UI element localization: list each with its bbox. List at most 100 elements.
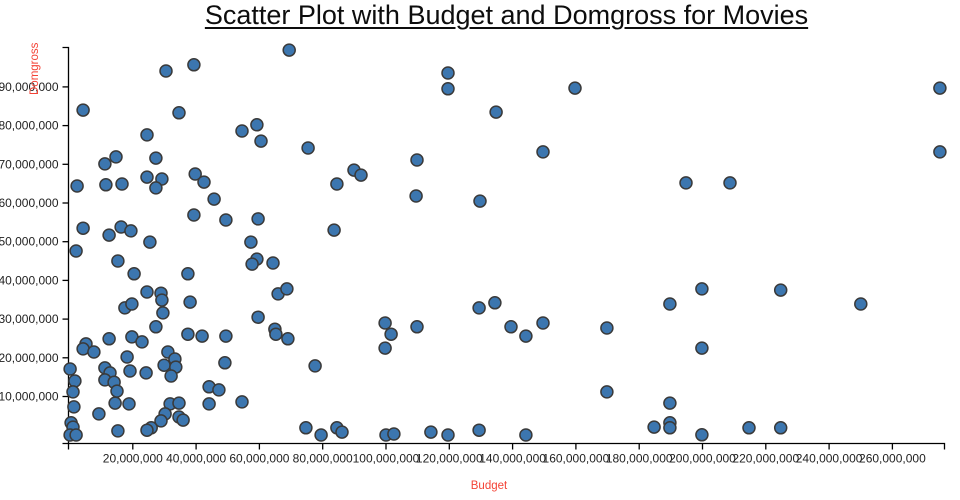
x-tick-label: 180,000,000: [606, 452, 673, 466]
data-point: [335, 425, 349, 439]
data-point: [695, 428, 709, 442]
data-point: [314, 428, 328, 442]
data-point: [197, 175, 211, 189]
data-point: [354, 168, 368, 182]
data-point: [378, 316, 392, 330]
x-tick-label: 140,000,000: [479, 452, 546, 466]
data-point: [251, 212, 265, 226]
data-point: [488, 296, 502, 310]
data-point: [207, 192, 221, 206]
data-point: [250, 118, 264, 132]
x-tick-label: 120,000,000: [416, 452, 483, 466]
data-point: [409, 189, 423, 203]
data-point: [773, 283, 788, 297]
data-point: [66, 385, 80, 399]
data-point: [410, 320, 424, 334]
data-point: [441, 428, 455, 442]
data-point: [149, 320, 163, 334]
data-point: [157, 358, 171, 372]
data-point: [212, 383, 226, 397]
x-tick-label: 80,000,000: [293, 452, 353, 466]
data-point: [299, 421, 313, 435]
y-axis: 10,000,000 20,000,000 30,000,000 40,000,000…: [0, 42, 70, 445]
x-axis-title: Budget: [471, 480, 508, 492]
y-tick-label: 90,000,000: [0, 80, 59, 94]
data-point: [98, 157, 112, 171]
data-point: [181, 267, 195, 281]
data-point: [327, 223, 341, 237]
data-point: [76, 221, 90, 235]
data-point: [536, 145, 550, 159]
data-point: [695, 282, 709, 296]
y-axis-title: Domgross: [29, 42, 41, 95]
data-point: [568, 81, 582, 95]
data-point: [519, 428, 533, 442]
y-tick-label: 50,000,000: [0, 235, 59, 249]
points-layer: [63, 43, 947, 442]
data-point: [164, 369, 178, 383]
data-point: [266, 256, 280, 270]
data-point: [124, 224, 138, 238]
data-point: [187, 208, 201, 222]
data-point: [235, 124, 249, 138]
data-point: [410, 153, 424, 167]
data-point: [102, 228, 116, 242]
data-point: [519, 329, 533, 343]
data-point: [600, 385, 614, 399]
y-tick-label: 20,000,000: [0, 351, 59, 365]
data-point: [679, 176, 693, 190]
data-point: [159, 64, 173, 78]
data-point: [387, 427, 401, 441]
data-point: [87, 345, 101, 359]
data-point: [67, 400, 81, 414]
data-point: [504, 320, 518, 334]
data-point: [235, 395, 249, 409]
data-point: [330, 177, 344, 191]
data-point: [188, 167, 202, 181]
data-point: [111, 424, 125, 438]
y-tick-label: 30,000,000: [0, 312, 59, 326]
x-tick-label: 40,000,000: [166, 452, 226, 466]
data-point: [489, 105, 503, 119]
y-tick-label: 60,000,000: [0, 196, 59, 210]
y-tick-label: 40,000,000: [0, 273, 59, 287]
x-tick-label: 260,000,000: [859, 452, 926, 466]
data-point: [122, 397, 136, 411]
data-point: [63, 362, 77, 376]
data-point: [127, 267, 141, 281]
data-point: [254, 134, 268, 148]
data-point: [172, 396, 186, 410]
data-point: [149, 151, 163, 165]
data-point: [115, 177, 129, 191]
data-point: [536, 316, 550, 330]
data-point: [723, 176, 737, 190]
chart-title: Scatter Plot with Budget and Domgross fo…: [204, 0, 809, 30]
data-point: [156, 306, 170, 320]
data-point: [600, 321, 614, 335]
data-point: [219, 329, 233, 343]
data-point: [282, 43, 296, 57]
data-point: [187, 58, 201, 72]
data-point: [773, 421, 788, 435]
data-point: [663, 421, 677, 435]
data-point: [933, 81, 947, 95]
data-point: [120, 350, 134, 364]
data-point: [308, 359, 322, 373]
x-axis-line: [67, 442, 946, 450]
data-point: [140, 128, 154, 142]
data-point: [245, 257, 259, 271]
data-point: [143, 235, 157, 249]
data-point: [281, 332, 295, 346]
data-point: [154, 414, 168, 428]
data-point: [92, 407, 106, 421]
data-point: [424, 425, 438, 439]
data-point: [195, 329, 209, 343]
data-point: [854, 297, 868, 311]
data-point: [109, 150, 123, 164]
data-point: [933, 145, 947, 159]
data-point: [125, 297, 139, 311]
x-tick-label: 200,000,000: [669, 452, 736, 466]
data-point: [76, 103, 90, 117]
